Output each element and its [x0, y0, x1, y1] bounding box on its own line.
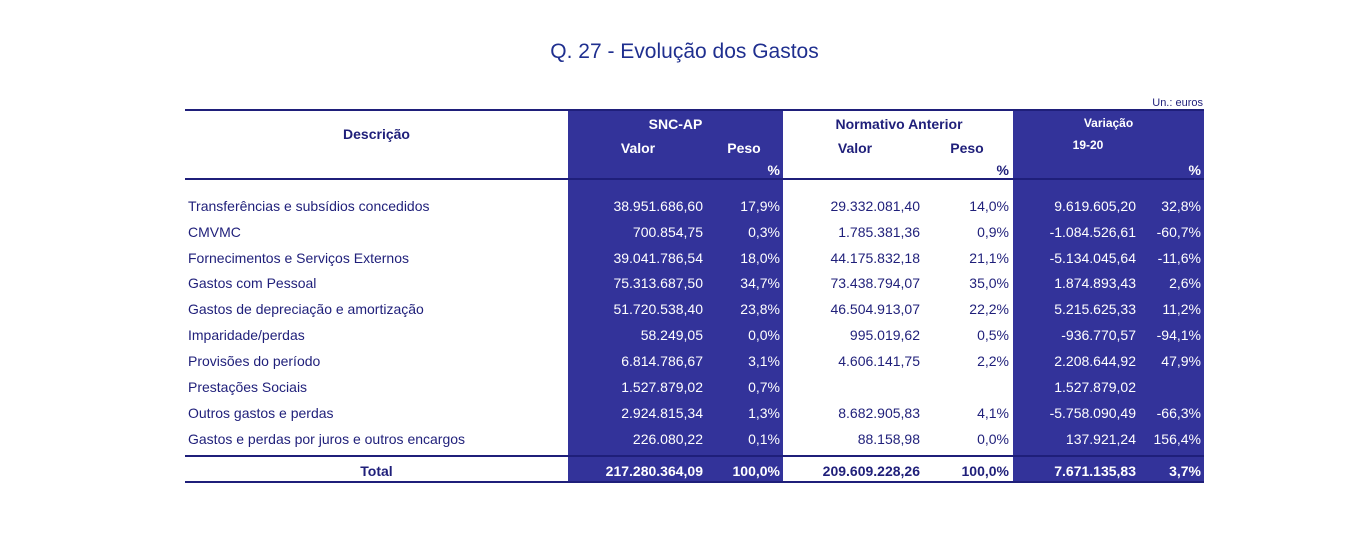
- row-var-valor: -5.134.045,64: [1049, 250, 1136, 266]
- row-na-valor: 44.175.832,18: [830, 250, 920, 266]
- row-var-valor: -1.084.526,61: [1049, 224, 1136, 240]
- row-var-pct: 11,2%: [1162, 301, 1201, 317]
- row-na-valor: 8.682.905,83: [838, 405, 920, 421]
- row-var-pct: 32,8%: [1161, 198, 1201, 214]
- total-label: Total: [360, 463, 393, 479]
- row-var-valor: 1.874.893,43: [1054, 275, 1136, 291]
- row-na-peso: 0,9%: [977, 224, 1009, 240]
- header-snc-ap: SNC-AP: [648, 116, 703, 132]
- row-snc-valor: 51.720.538,40: [613, 301, 703, 317]
- row-var-pct: 47,9%: [1161, 353, 1201, 369]
- header-snc-pct: %: [767, 162, 780, 178]
- row-snc-peso: 18,0%: [740, 250, 780, 266]
- row-na-peso: 21,1%: [969, 250, 1009, 266]
- row-na-valor: 46.504.913,07: [830, 301, 920, 317]
- row-na-peso: 0,5%: [977, 327, 1009, 343]
- total-na-peso: 100,0%: [961, 463, 1009, 479]
- row-desc: Fornecimentos e Serviços Externos: [188, 250, 409, 266]
- row-snc-valor: 75.313.687,50: [613, 275, 703, 291]
- row-snc-peso: 0,7%: [748, 379, 780, 395]
- row-snc-peso: 0,3%: [748, 224, 780, 240]
- row-var-valor: -936.770,57: [1061, 327, 1136, 343]
- table-title: Q. 27 - Evolução dos Gastos: [550, 40, 819, 63]
- row-na-peso: 2,2%: [977, 353, 1009, 369]
- table-bottom-rule: [185, 481, 1204, 483]
- header-normativo-anterior: Normativo Anterior: [835, 116, 963, 132]
- row-na-valor: 4.606.141,75: [838, 353, 920, 369]
- row-snc-valor: 226.080,22: [632, 431, 703, 447]
- row-snc-valor: 6.814.786,67: [621, 353, 703, 369]
- header-variacao-period: 19-20: [1072, 138, 1104, 152]
- row-na-peso: 14,0%: [969, 198, 1009, 214]
- row-desc: Imparidade/perdas: [188, 327, 305, 343]
- row-snc-peso: 0,1%: [748, 431, 780, 447]
- row-var-valor: 9.619.605,20: [1054, 198, 1136, 214]
- row-desc: Provisões do período: [188, 353, 321, 369]
- row-desc: Prestações Sociais: [188, 379, 308, 395]
- row-na-peso: [925, 377, 1009, 397]
- row-desc: Gastos de depreciação e amortização: [188, 301, 424, 317]
- row-var-pct: -11,6%: [1157, 250, 1201, 266]
- row-var-pct: -94,1%: [1156, 327, 1201, 343]
- header-snc-peso: Peso: [727, 140, 761, 156]
- row-na-valor: 1.785.381,36: [838, 224, 920, 240]
- row-desc: Gastos e perdas por juros e outros encar…: [188, 431, 466, 447]
- row-na-peso: 35,0%: [969, 275, 1009, 291]
- total-var-valor: 7.671.135,83: [1054, 463, 1136, 479]
- row-na-valor: 88.158,98: [857, 431, 920, 447]
- row-var-pct: [1140, 377, 1201, 397]
- row-snc-valor: 700.854,75: [632, 224, 703, 240]
- row-var-valor: 2.208.644,92: [1054, 353, 1136, 369]
- header-variacao-pct: %: [1188, 162, 1201, 178]
- table-top-rule: [185, 109, 1204, 111]
- row-snc-peso: 1,3%: [748, 405, 780, 421]
- row-snc-valor: 38.951.686,60: [613, 198, 703, 214]
- row-var-pct: -66,3%: [1156, 405, 1201, 421]
- header-na-peso: Peso: [950, 140, 984, 156]
- total-na-valor: 209.609.228,26: [822, 463, 920, 479]
- row-desc: Transferências e subsídios concedidos: [188, 198, 430, 214]
- row-var-valor: 5.215.625,33: [1054, 301, 1136, 317]
- row-snc-peso: 17,9%: [740, 198, 780, 214]
- row-na-peso: 0,0%: [977, 431, 1009, 447]
- row-desc: Outros gastos e perdas: [188, 405, 334, 421]
- header-na-pct: %: [996, 162, 1009, 178]
- row-var-valor: 1.527.879,02: [1054, 379, 1136, 395]
- total-snc-peso: 100,0%: [732, 463, 780, 479]
- row-snc-valor: 2.924.815,34: [621, 405, 703, 421]
- row-snc-valor: 39.041.786,54: [613, 250, 703, 266]
- row-var-pct: 156,4%: [1153, 431, 1201, 447]
- row-na-valor: 73.438.794,07: [830, 275, 920, 291]
- header-na-valor: Valor: [837, 140, 873, 156]
- row-snc-valor: 1.527.879,02: [621, 379, 703, 395]
- row-snc-valor: 58.249,05: [640, 327, 703, 343]
- header-descricao: Descrição: [343, 126, 410, 142]
- row-na-peso: 22,2%: [969, 301, 1009, 317]
- row-na-valor: 29.332.081,40: [830, 198, 920, 214]
- variacao-column-band: [1013, 111, 1204, 483]
- row-desc: Gastos com Pessoal: [188, 275, 317, 291]
- total-var-pct: 3,7%: [1169, 463, 1201, 479]
- total-top-rule: [185, 455, 1204, 457]
- unit-label: Un.: euros: [1152, 97, 1203, 109]
- row-snc-peso: 0,0%: [748, 327, 780, 343]
- total-snc-valor: 217.280.364,09: [605, 463, 703, 479]
- row-desc: CMVMC: [188, 224, 241, 240]
- header-variacao: Variação: [1083, 116, 1134, 130]
- row-snc-peso: 23,8%: [740, 301, 780, 317]
- snc-ap-column-band: [568, 111, 783, 483]
- row-na-valor: [785, 377, 920, 397]
- row-var-valor: -5.758.090,49: [1049, 405, 1136, 421]
- header-bottom-rule: [185, 178, 1204, 180]
- row-var-valor: 137.921,24: [1065, 431, 1136, 447]
- row-snc-peso: 34,7%: [740, 275, 780, 291]
- row-na-peso: 4,1%: [977, 405, 1009, 421]
- row-snc-peso: 3,1%: [748, 353, 780, 369]
- row-var-pct: -60,7%: [1156, 224, 1201, 240]
- header-snc-valor: Valor: [620, 140, 656, 156]
- row-na-valor: 995.019,62: [849, 327, 920, 343]
- row-var-pct: 2,6%: [1169, 275, 1201, 291]
